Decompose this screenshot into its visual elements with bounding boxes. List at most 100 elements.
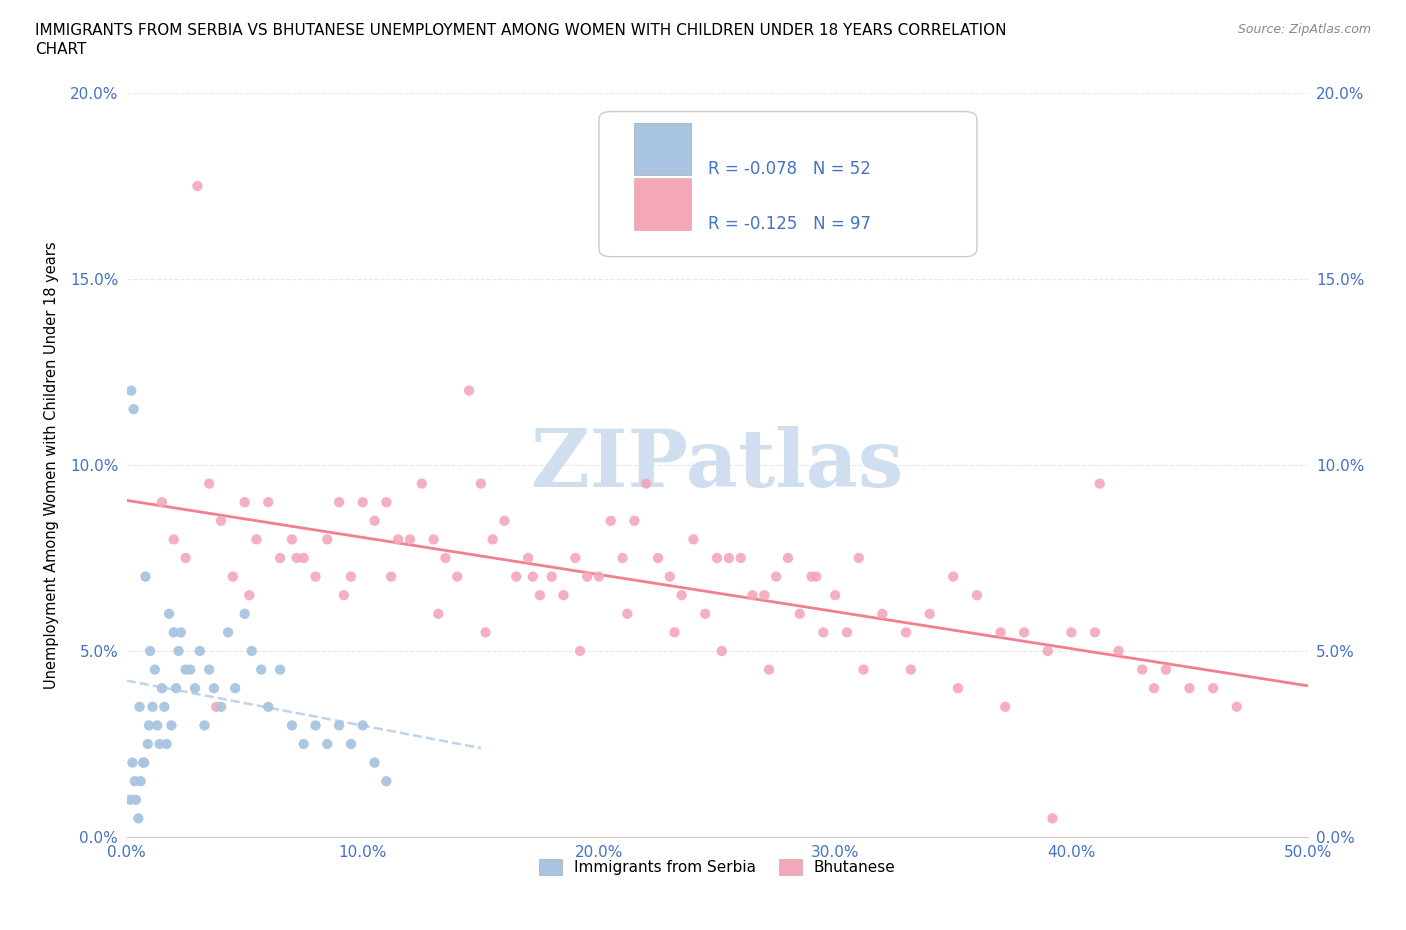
Point bbox=[942, 569, 965, 584]
Point bbox=[658, 569, 681, 584]
Text: R = -0.078   N = 52: R = -0.078 N = 52 bbox=[707, 160, 870, 179]
Point bbox=[146, 718, 169, 733]
Point bbox=[422, 532, 444, 547]
Point bbox=[564, 551, 586, 565]
Point bbox=[529, 588, 551, 603]
Point bbox=[240, 644, 263, 658]
Text: IMMIGRANTS FROM SERBIA VS BHUTANESE UNEMPLOYMENT AMONG WOMEN WITH CHILDREN UNDER: IMMIGRANTS FROM SERBIA VS BHUTANESE UNEM… bbox=[35, 23, 1007, 38]
Point bbox=[139, 644, 162, 658]
Point bbox=[163, 625, 186, 640]
Point bbox=[134, 755, 156, 770]
Bar bbox=[634, 178, 692, 230]
Point bbox=[411, 476, 433, 491]
Legend: Immigrants from Serbia, Bhutanese: Immigrants from Serbia, Bhutanese bbox=[533, 853, 901, 882]
Point bbox=[1012, 625, 1035, 640]
Point bbox=[281, 718, 304, 733]
Point bbox=[758, 662, 780, 677]
Point bbox=[505, 569, 527, 584]
Point bbox=[900, 662, 922, 677]
Point bbox=[806, 569, 828, 584]
Point bbox=[741, 588, 763, 603]
Point bbox=[664, 625, 686, 640]
Point bbox=[304, 718, 326, 733]
Point bbox=[427, 606, 450, 621]
Point bbox=[292, 551, 315, 565]
Point bbox=[217, 625, 239, 640]
Point bbox=[222, 569, 245, 584]
Point bbox=[316, 532, 339, 547]
Point bbox=[209, 513, 232, 528]
Point bbox=[209, 699, 232, 714]
Text: ZIPatlas: ZIPatlas bbox=[531, 426, 903, 504]
Point bbox=[233, 495, 256, 510]
Point bbox=[198, 476, 221, 491]
Point bbox=[399, 532, 422, 547]
Point bbox=[458, 383, 481, 398]
Point bbox=[363, 755, 385, 770]
Point bbox=[1202, 681, 1225, 696]
Point bbox=[481, 532, 503, 547]
Point bbox=[157, 606, 180, 621]
Point bbox=[623, 513, 645, 528]
Point bbox=[695, 606, 717, 621]
Point bbox=[966, 588, 988, 603]
Point bbox=[136, 737, 159, 751]
Point bbox=[612, 551, 634, 565]
Point bbox=[333, 588, 356, 603]
Point bbox=[1130, 662, 1153, 677]
Point bbox=[494, 513, 516, 528]
Point bbox=[872, 606, 894, 621]
Point bbox=[150, 681, 173, 696]
Point bbox=[671, 588, 693, 603]
Point bbox=[553, 588, 575, 603]
Point bbox=[202, 681, 225, 696]
Point bbox=[124, 774, 146, 789]
Point bbox=[160, 718, 183, 733]
Point bbox=[188, 644, 211, 658]
Point bbox=[647, 551, 669, 565]
Point bbox=[205, 699, 228, 714]
Point bbox=[352, 495, 374, 510]
Point bbox=[125, 792, 148, 807]
Point bbox=[569, 644, 592, 658]
Point bbox=[848, 551, 870, 565]
Point bbox=[824, 588, 846, 603]
Point bbox=[730, 551, 752, 565]
Text: Source: ZipAtlas.com: Source: ZipAtlas.com bbox=[1237, 23, 1371, 36]
Point bbox=[269, 662, 291, 677]
Point bbox=[1060, 625, 1083, 640]
Point bbox=[616, 606, 638, 621]
Point bbox=[292, 737, 315, 751]
Point bbox=[1042, 811, 1064, 826]
Point bbox=[1143, 681, 1166, 696]
Point bbox=[340, 569, 363, 584]
Point bbox=[340, 737, 363, 751]
Point bbox=[304, 569, 326, 584]
Point bbox=[636, 476, 658, 491]
Point bbox=[184, 681, 207, 696]
Point bbox=[138, 718, 160, 733]
Point bbox=[238, 588, 260, 603]
FancyBboxPatch shape bbox=[599, 112, 977, 257]
Point bbox=[599, 513, 621, 528]
Point bbox=[153, 699, 176, 714]
Point bbox=[682, 532, 704, 547]
Point bbox=[224, 681, 246, 696]
Point bbox=[233, 606, 256, 621]
Point bbox=[994, 699, 1017, 714]
Point bbox=[174, 662, 197, 677]
Point bbox=[122, 402, 145, 417]
Point bbox=[328, 718, 350, 733]
Point bbox=[387, 532, 409, 547]
Point bbox=[813, 625, 835, 640]
Point bbox=[470, 476, 492, 491]
Point bbox=[894, 625, 917, 640]
Point bbox=[120, 383, 142, 398]
Point bbox=[316, 737, 339, 751]
Point bbox=[800, 569, 823, 584]
Point bbox=[706, 551, 728, 565]
Point bbox=[375, 495, 398, 510]
Y-axis label: Unemployment Among Women with Children Under 18 years: Unemployment Among Women with Children U… bbox=[44, 241, 59, 689]
Point bbox=[1178, 681, 1201, 696]
Point bbox=[1108, 644, 1130, 658]
